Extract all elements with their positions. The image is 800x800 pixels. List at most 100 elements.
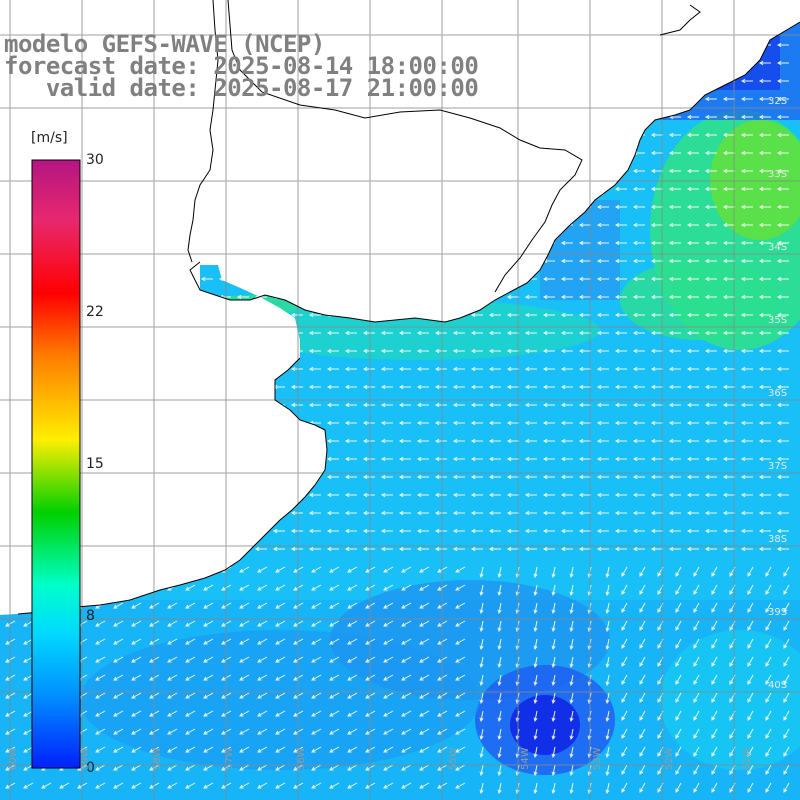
wind-arrow [167, 692, 178, 699]
wind-arrow [488, 276, 501, 282]
wind-arrow [722, 186, 735, 192]
wind-arrow [740, 60, 753, 66]
wind-arrow [776, 330, 789, 336]
wind-arrow [257, 728, 268, 735]
forecast-date: forecast date: 2025-08-14 18:00:00 [4, 52, 479, 80]
wind-arrow [110, 420, 123, 426]
wind-arrow [693, 710, 700, 721]
wind-arrow [596, 330, 609, 336]
wind-arrow [380, 474, 393, 480]
wind-arrow [776, 456, 789, 462]
wind-arrow [254, 546, 267, 552]
wind-arrow [605, 692, 610, 705]
wind-arrow [578, 474, 591, 480]
wind-arrow [632, 312, 645, 318]
wind-arrow [452, 150, 465, 156]
wind-arrow [704, 114, 717, 120]
wind-arrow [560, 294, 573, 300]
wind-arrow [488, 132, 501, 138]
wind-arrow [272, 546, 285, 552]
wind-arrow [560, 186, 573, 192]
wind-arrow [308, 132, 321, 138]
wind-arrow [776, 312, 789, 318]
wind-arrow [167, 728, 178, 735]
wind-arrow [398, 114, 411, 120]
wind-arrow [326, 546, 339, 552]
wind-arrow [347, 638, 358, 645]
wind-arrow [479, 602, 484, 615]
wind-arrow [765, 746, 772, 757]
wind-arrow [236, 222, 249, 228]
wind-arrow [686, 60, 699, 66]
wind-arrow [740, 114, 753, 120]
wind-arrow [257, 584, 268, 591]
wind-arrow [398, 186, 411, 192]
wind-arrow [92, 384, 105, 390]
wind-arrow [236, 114, 249, 120]
wind-arrow [578, 420, 591, 426]
wind-arrow [347, 674, 358, 681]
wind-arrow [776, 204, 789, 210]
wind-arrow [182, 312, 195, 318]
wind-arrow [92, 240, 105, 246]
wind-arrow [614, 168, 627, 174]
lat-label: 33S [768, 169, 788, 180]
wind-arrow [398, 456, 411, 462]
wind-arrow [20, 222, 33, 228]
wind-arrow [398, 420, 411, 426]
wind-arrow [506, 204, 519, 210]
wind-arrow [639, 746, 646, 757]
wind-arrow [416, 222, 429, 228]
wind-arrow [614, 222, 627, 228]
wind-arrow [254, 438, 267, 444]
wind-arrow [200, 546, 213, 552]
wind-arrow [776, 546, 789, 552]
wind-arrow [416, 420, 429, 426]
wind-arrow [311, 656, 322, 663]
wind-arrow [650, 96, 663, 102]
wind-arrow [419, 638, 430, 645]
wind-arrow [20, 438, 33, 444]
wind-arrow [542, 474, 555, 480]
wind-arrow [92, 546, 105, 552]
wind-arrow [758, 204, 771, 210]
wind-arrow [776, 222, 789, 228]
wind-arrow [200, 150, 213, 156]
wind-arrow [113, 674, 124, 681]
wind-arrow [506, 186, 519, 192]
wind-arrow [182, 114, 195, 120]
wind-arrow [182, 168, 195, 174]
wind-arrow [488, 366, 501, 372]
wind-arrow [704, 492, 717, 498]
wind-arrow [416, 276, 429, 282]
wind-arrow [452, 222, 465, 228]
wind-arrow [380, 258, 393, 264]
wind-arrow [401, 746, 412, 753]
wind-arrow [639, 602, 646, 613]
wind-arrow [182, 186, 195, 192]
wind-arrow [344, 510, 357, 516]
wind-arrow [740, 402, 753, 408]
wind-arrow [380, 168, 393, 174]
wind-arrow [326, 438, 339, 444]
wind-arrow [722, 528, 735, 534]
wind-arrow [758, 114, 771, 120]
wind-arrow [470, 132, 483, 138]
wind-arrow [639, 710, 646, 721]
wind-arrow [578, 456, 591, 462]
wind-arrow [479, 620, 484, 633]
wind-arrow [722, 114, 735, 120]
wind-arrow [272, 222, 285, 228]
wind-arrow [95, 566, 106, 573]
wind-arrow [380, 294, 393, 300]
wind-arrow [383, 638, 394, 645]
lat-label: 39S [768, 607, 788, 618]
wind-arrow [542, 438, 555, 444]
wind-arrow [275, 710, 286, 717]
wind-arrow [569, 566, 574, 579]
wind-arrow [621, 566, 628, 577]
wind-arrow [239, 764, 250, 771]
wind-arrow [344, 420, 357, 426]
wind-arrow [650, 510, 663, 516]
wind-arrow [668, 510, 681, 516]
